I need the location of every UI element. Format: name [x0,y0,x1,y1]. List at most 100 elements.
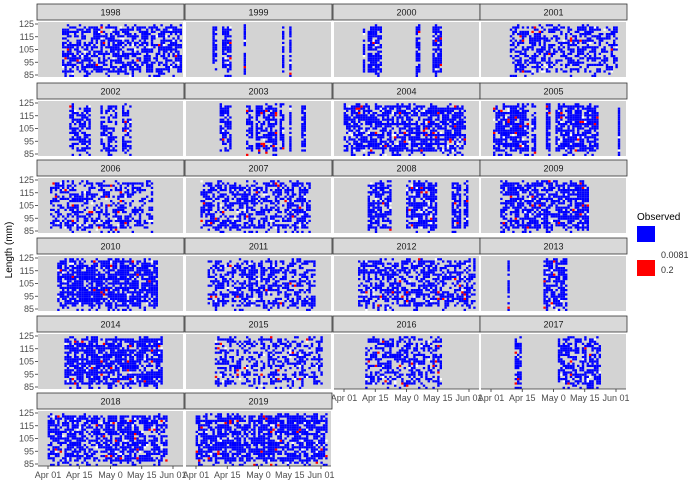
heat-cell [579,57,582,60]
heat-cell [83,125,86,128]
heat-cell [126,129,130,132]
heat-cell [374,193,378,196]
heat-cell [519,147,522,150]
heat-cell [432,138,435,141]
heat-cell [236,219,239,222]
heat-cell [162,39,166,42]
heat-cell [270,127,273,130]
heat-cell [427,134,430,137]
heat-cell [167,44,170,47]
heat-cell [617,114,621,117]
heat-cell [439,131,442,134]
heat-cell [377,202,380,205]
heat-cell [71,180,74,183]
heat-cell [543,48,546,51]
heat-cell [350,149,354,152]
heat-cell [512,129,515,132]
heat-cell [386,138,390,141]
heat-cell [66,222,70,225]
heat-cell [430,129,433,132]
heat-cell [377,125,380,128]
heat-cell [512,61,515,64]
heat-cell [372,189,375,192]
heat-cell [122,70,125,73]
heat-cell [289,213,292,216]
heat-cell [86,202,89,205]
heat-cell [420,138,423,141]
heat-cell [617,131,621,134]
heat-cell [348,142,351,145]
heat-cell [382,151,385,154]
heat-cell [119,195,122,198]
heat-cell [598,33,601,36]
heat-cell [439,147,442,150]
heat-cell [403,123,406,126]
heat-cell [560,120,563,123]
heat-cell [141,61,144,64]
heat-cell [377,200,380,203]
heat-cell [437,61,440,64]
heat-cell [229,63,232,66]
heat-cell [129,136,132,139]
heat-cell [83,226,86,229]
heat-cell [243,37,246,40]
heat-cell [536,48,539,51]
heat-cell [110,228,113,231]
heat-cell [267,118,270,121]
heat-cell [71,26,74,29]
heat-cell [437,30,440,33]
heat-cell [355,116,358,119]
heat-cell [382,189,385,192]
heat-cell [212,57,215,60]
heat-cell [346,131,349,134]
heat-cell [514,129,517,132]
heat-cell [102,68,106,71]
heat-cell [262,191,266,194]
heat-cell [430,134,433,137]
heat-cell [422,140,426,143]
heat-cell [243,217,246,220]
heat-cell [584,112,587,115]
heat-cell [219,222,222,225]
heat-cell [107,224,110,227]
heat-cell [76,206,79,209]
heat-cell [370,211,373,214]
heat-cell [577,127,580,130]
heat-cell [565,35,568,38]
heat-cell [512,134,515,137]
heat-cell [250,197,254,200]
heat-cell [550,30,553,33]
heat-cell [514,28,517,31]
heat-cell [282,70,285,73]
heat-cell [415,44,418,47]
heat-cell [214,44,218,47]
heat-cell [131,184,134,187]
heat-cell [591,107,594,110]
heat-cell [76,30,79,33]
heat-cell [238,224,242,227]
heat-cell [260,213,263,216]
heat-cell [495,149,498,152]
heat-cell [105,219,108,222]
heat-cell [160,35,163,38]
heat-cell [107,26,110,29]
heat-cell [202,211,206,214]
heat-cell [270,208,273,211]
heat-cell [408,125,411,128]
heat-cell [160,70,163,73]
heat-cell [69,30,72,33]
heat-cell [541,26,544,29]
heat-cell [374,140,378,143]
heat-cell [418,195,421,198]
heat-cell [212,226,215,229]
heat-cell [172,52,175,55]
heat-cell [374,44,378,47]
heat-cell [110,184,113,187]
heat-cell [425,140,428,143]
heat-cell [229,191,232,194]
heat-cell [155,35,158,38]
heat-cell [519,138,522,141]
heat-cell [83,107,86,110]
heat-cell [545,134,549,137]
